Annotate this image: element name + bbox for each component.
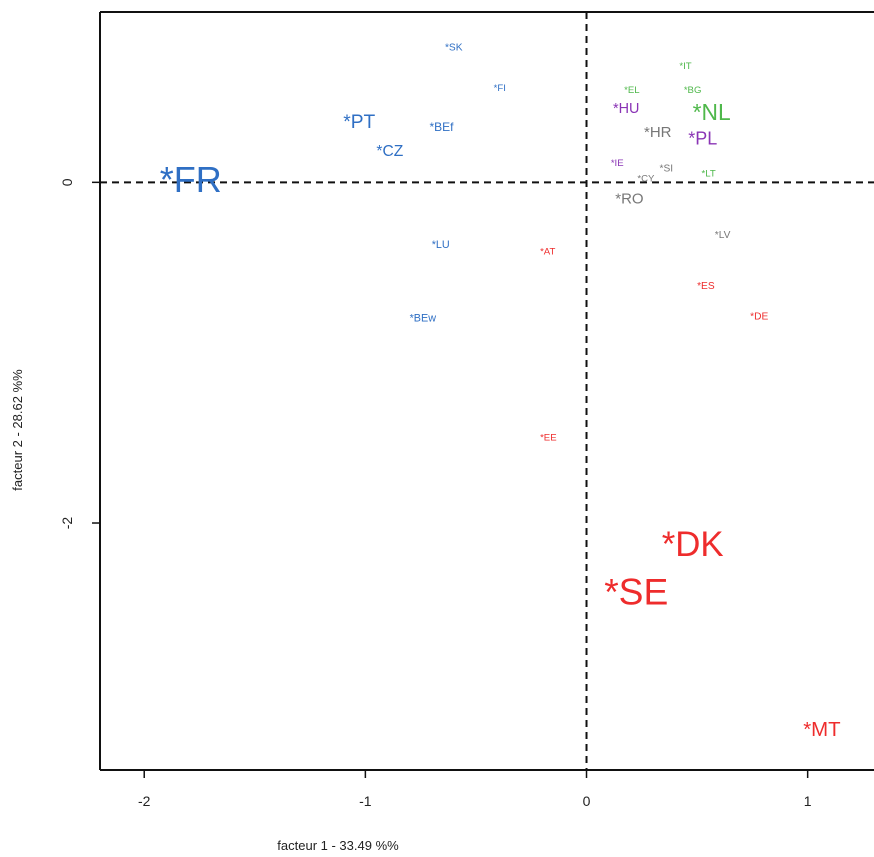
point-label-hr: *HR — [644, 124, 672, 141]
y-axis-title: facteur 2 - 28.62 %% — [10, 369, 25, 491]
point-label-el: *EL — [624, 85, 640, 96]
point-label-lu: *LU — [432, 239, 450, 251]
point-label-pt: *PT — [343, 112, 375, 133]
reference-lines — [100, 12, 874, 770]
point-label-nl: *NL — [693, 99, 731, 125]
point-label-ee: *EE — [540, 432, 557, 443]
point-label-at: *AT — [540, 247, 555, 258]
point-label-mt: *MT — [803, 719, 840, 741]
point-label-it: *IT — [679, 61, 691, 72]
axis-ticks: -2 -1 0 1 -2 0 — [59, 178, 812, 809]
x-tick-label: -1 — [359, 793, 372, 809]
point-label-dk: *DK — [662, 525, 724, 564]
point-label-fr: *FR — [160, 159, 222, 200]
point-label-si: *SI — [659, 163, 673, 174]
x-tick-label: 0 — [583, 793, 591, 809]
x-axis-title: facteur 1 - 33.49 %% — [277, 838, 399, 853]
point-label-lt: *LT — [702, 168, 716, 179]
point-labels: *FR *PT*CZ *BEf *SK *FI *LU *BEw *AT *EE *ES *DE *D… — [160, 42, 841, 741]
point-label-bew: *BEw — [410, 312, 437, 324]
point-label-se: *SE — [604, 570, 668, 612]
point-label-es: *ES — [697, 281, 715, 292]
x-tick-label: -2 — [138, 793, 151, 809]
point-label-cy: *CY — [637, 173, 655, 184]
point-label-lv: *LV — [715, 230, 731, 241]
point-label-ro: *RO — [615, 190, 643, 207]
y-tick-label: 0 — [59, 178, 75, 186]
point-label-ie: *IE — [611, 158, 624, 169]
point-label-de: *DE — [750, 312, 768, 323]
y-tick-label: -2 — [59, 517, 75, 530]
point-label-hu: *HU — [613, 101, 639, 117]
point-label-cz: *CZ — [376, 143, 403, 160]
plot-frame — [99, 11, 874, 771]
point-label-bg: *BG — [684, 85, 702, 96]
point-label-fi: *FI — [494, 83, 506, 94]
point-label-bef: *BEf — [430, 120, 455, 134]
point-label-sk: *SK — [445, 42, 463, 53]
x-tick-label: 1 — [804, 793, 812, 809]
point-label-pl: *PL — [688, 129, 717, 149]
